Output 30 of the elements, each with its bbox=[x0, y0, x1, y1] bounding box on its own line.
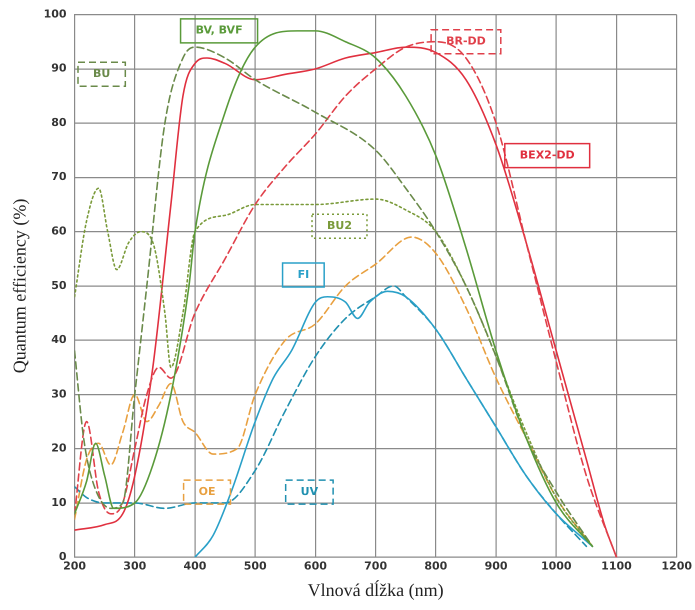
series-label: BV, BVF bbox=[196, 24, 243, 37]
y-tick-label: 70 bbox=[51, 170, 67, 184]
x-tick-label: 900 bbox=[484, 560, 508, 573]
x-tick-label: 700 bbox=[364, 560, 388, 573]
y-axis-title: Quantum efficiency (%) bbox=[10, 198, 30, 374]
text: BU bbox=[92, 67, 110, 80]
x-axis-title: Vlnová dĺžka (nm) bbox=[308, 580, 444, 600]
x-tick-label: 400 bbox=[184, 560, 207, 573]
y-tick-label: 80 bbox=[51, 116, 67, 129]
x-tick-label: 500 bbox=[244, 560, 268, 573]
series-label: BR-DD bbox=[446, 34, 486, 48]
y-tick-label: 10 bbox=[51, 496, 67, 509]
y-tick-label: 20 bbox=[51, 442, 67, 455]
x-tick-label: 800 bbox=[424, 560, 448, 573]
series-label: FI bbox=[298, 268, 310, 281]
x-tick-label: 1200 bbox=[661, 560, 692, 573]
series-label: BU2 bbox=[327, 219, 352, 232]
y-tick-label: 50 bbox=[51, 278, 67, 292]
x-tick-label: 200 bbox=[63, 560, 86, 573]
x-tick-label: 1100 bbox=[601, 560, 632, 573]
y-tick-label: 90 bbox=[51, 62, 67, 75]
text: OE bbox=[198, 484, 216, 498]
y-tick-label: 30 bbox=[51, 387, 67, 400]
text: UV bbox=[300, 484, 319, 498]
x-tick-label: 600 bbox=[304, 560, 328, 573]
y-tick-label: 60 bbox=[51, 224, 67, 238]
y-tick-label: 100 bbox=[44, 7, 67, 20]
x-tick-label: 300 bbox=[123, 560, 147, 573]
x-tick-label: 1000 bbox=[540, 560, 572, 573]
y-tick-label: 40 bbox=[51, 333, 67, 346]
